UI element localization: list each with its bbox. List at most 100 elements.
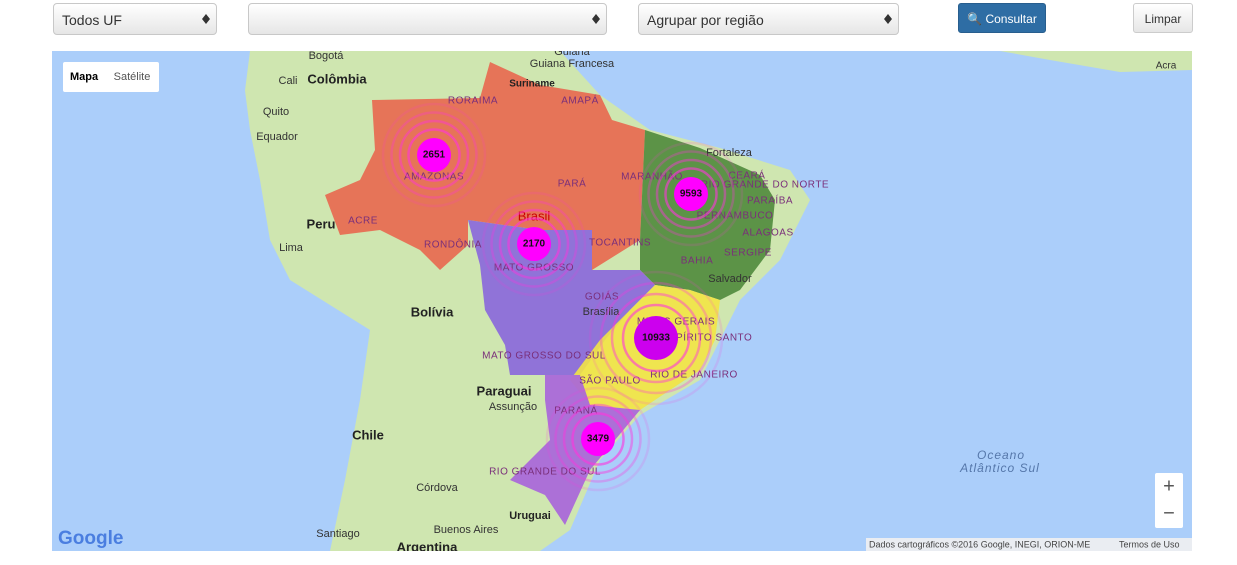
- consult-text: Consultar: [985, 12, 1037, 26]
- region-south: [510, 375, 640, 525]
- place-label: Fortaleza: [706, 147, 753, 159]
- cluster-ring: [398, 119, 470, 191]
- cluster-ring: [588, 270, 724, 406]
- place-label: Córdova: [416, 482, 458, 494]
- place-label: Bogotá: [309, 50, 345, 62]
- place-label: Buenos Aires: [434, 524, 499, 536]
- place-label: Suriname: [509, 79, 555, 90]
- cluster-ring: [610, 292, 702, 384]
- region-northeast: [640, 130, 775, 300]
- cluster-ring: [571, 412, 625, 466]
- cluster-count: 9593: [680, 189, 703, 200]
- state-label: ESPÍRITO SANTO: [662, 331, 753, 344]
- cluster-ring: [390, 111, 478, 199]
- cluster: [634, 316, 678, 360]
- state-label: AMAZONAS: [404, 172, 464, 183]
- place-label: Guiana Francesa: [530, 58, 615, 70]
- state-label: MATO GROSSO DO SUL: [482, 351, 606, 362]
- zoom-out[interactable]: [1155, 501, 1183, 528]
- cluster-count: 10933: [642, 333, 670, 344]
- place-label: Bolívia: [411, 304, 454, 319]
- place-label: Brasil: [518, 208, 551, 223]
- cluster-count: 2651: [423, 150, 446, 161]
- region-southeast: [570, 285, 720, 410]
- map-type-satellite[interactable]: Satélite: [114, 71, 151, 83]
- state-label: CEARÁ: [729, 169, 766, 182]
- cluster: [581, 422, 615, 456]
- cluster-ring: [481, 191, 587, 297]
- ocean: [52, 51, 1192, 551]
- cluster-ring: [407, 128, 461, 182]
- place-label: Santiago: [316, 528, 359, 540]
- terms-link[interactable]: Termos de Uso: [1119, 539, 1180, 549]
- state-label: BAHIA: [681, 256, 714, 267]
- state-label: GOIÁS: [585, 290, 619, 303]
- place-label: Oceano: [977, 448, 1025, 462]
- cluster-ring: [545, 386, 651, 492]
- place-label: Brasília: [583, 306, 621, 318]
- cluster-ring: [381, 102, 487, 208]
- state-label: MINAS GERAIS: [637, 317, 715, 328]
- attribution: Dados cartográficos ©2016 Google, INEGI,…: [869, 539, 1090, 549]
- place-label: Quito: [263, 106, 289, 118]
- state-label: RIO GRANDE DO NORTE: [701, 180, 829, 191]
- region-north: [325, 62, 645, 270]
- map-type-control: [63, 62, 159, 92]
- cluster-ring: [664, 167, 718, 221]
- filter-select[interactable]: [248, 3, 607, 35]
- cluster-count: 3479: [587, 434, 610, 445]
- state-label: ALAGOAS: [742, 228, 793, 239]
- google-logo: Google: [58, 528, 123, 549]
- zoom-in-label: +: [1163, 475, 1175, 497]
- place-label: Argentina: [397, 539, 458, 554]
- state-label: RONDÔNIA: [424, 238, 482, 251]
- zoom-out-label: −: [1163, 502, 1175, 524]
- cluster: [674, 177, 708, 211]
- place-label: Paraguai: [477, 383, 532, 398]
- place-label: Lima: [279, 242, 304, 254]
- state-label: PARANÁ: [554, 404, 597, 417]
- place-label: Cali: [279, 75, 298, 87]
- land: [52, 51, 810, 551]
- group-select[interactable]: Agrupar por região: [638, 3, 899, 35]
- region-centerwest: [468, 220, 655, 375]
- place-label: Guiana: [554, 46, 590, 58]
- state-label: AMAPÁ: [561, 94, 599, 107]
- uf-select[interactable]: Todos UF: [53, 3, 217, 35]
- cluster-ring: [498, 208, 570, 280]
- place-label: Salvador: [708, 273, 752, 285]
- cluster-ring: [554, 395, 642, 483]
- cluster-ring: [621, 303, 691, 373]
- cluster: [517, 227, 551, 261]
- state-label: ACRE: [348, 216, 378, 227]
- state-label: PARAÍBA: [747, 194, 793, 207]
- state-label: PARÁ: [558, 177, 587, 190]
- cluster-count: 2170: [523, 239, 546, 250]
- place-label: Equador: [256, 131, 298, 143]
- state-label: SERGIPE: [724, 248, 772, 259]
- cluster-ring: [638, 141, 744, 247]
- zoom-in[interactable]: [1155, 473, 1183, 500]
- map-type-map[interactable]: Mapa: [70, 71, 99, 83]
- cluster-ring: [599, 281, 713, 395]
- cluster-ring: [655, 158, 727, 230]
- place-label: Peru: [307, 216, 336, 231]
- cluster-ring: [647, 150, 735, 238]
- state-label: MATO GROSSO: [494, 263, 574, 274]
- state-label: MARANHÃO: [621, 170, 683, 183]
- zoom-control: [1155, 473, 1183, 528]
- place-label: Assunção: [489, 401, 537, 413]
- state-label: SÃO PAULO: [579, 374, 641, 387]
- clear-button[interactable]: Limpar: [1133, 3, 1193, 33]
- cluster-ring: [490, 200, 578, 288]
- consult-button[interactable]: 🔍 Consultar: [958, 3, 1046, 33]
- cluster-ring: [562, 403, 634, 475]
- state-label: RIO GRANDE DO SUL: [489, 467, 601, 478]
- consult-label: 🔍: [967, 12, 986, 26]
- cluster: [417, 138, 451, 172]
- state-label: RIO DE JANEIRO: [650, 370, 738, 381]
- place-label: Colômbia: [307, 71, 367, 86]
- state-label: TOCANTINS: [589, 238, 651, 249]
- cluster-ring: [507, 217, 561, 271]
